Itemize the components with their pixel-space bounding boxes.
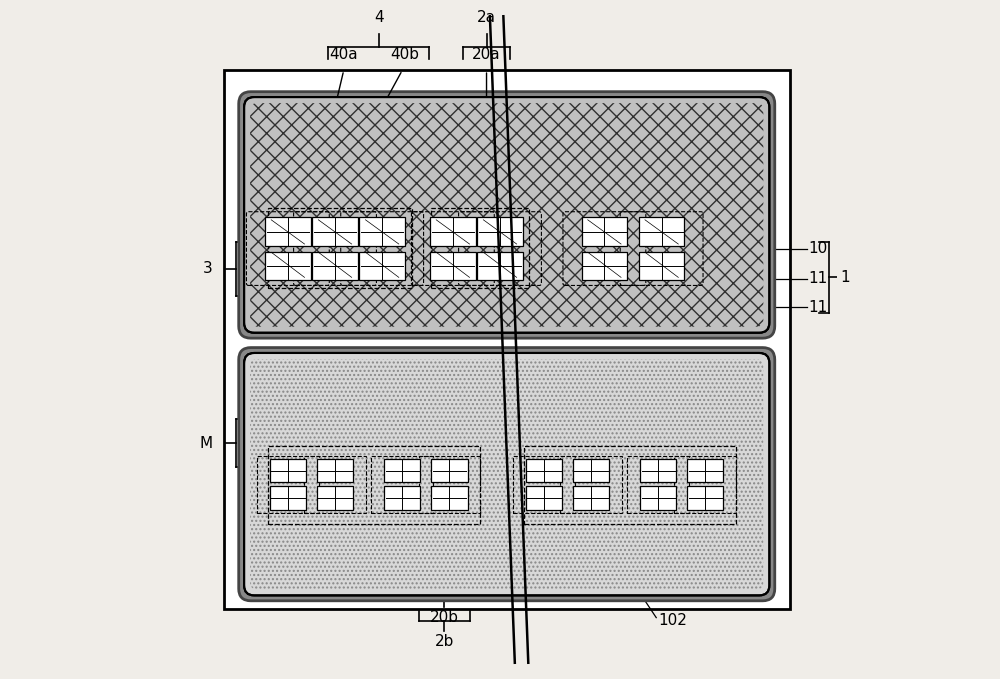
Text: 3: 3	[203, 261, 212, 276]
Bar	[431, 486, 468, 509]
Text: 40a: 40a	[329, 47, 358, 62]
FancyBboxPatch shape	[239, 348, 775, 601]
Bar	[513, 456, 575, 513]
FancyBboxPatch shape	[239, 92, 775, 338]
Bar	[359, 217, 405, 246]
Bar	[384, 486, 420, 509]
Text: 11: 11	[808, 272, 828, 287]
Text: 4: 4	[374, 10, 384, 25]
Bar	[431, 459, 468, 482]
Bar	[419, 456, 480, 513]
Text: 30: 30	[241, 234, 261, 249]
Bar	[640, 486, 676, 509]
Bar	[477, 217, 523, 246]
Bar	[560, 456, 622, 513]
Text: 20a: 20a	[472, 47, 501, 62]
Bar	[224, 70, 790, 609]
Bar	[304, 456, 366, 513]
Bar	[270, 486, 306, 509]
Bar	[582, 217, 627, 246]
Bar	[582, 252, 627, 280]
Bar	[627, 456, 689, 513]
Text: 2b: 2b	[435, 634, 454, 650]
Text: 2a: 2a	[477, 10, 496, 25]
Bar	[687, 459, 723, 482]
Text: 11: 11	[808, 299, 828, 314]
Text: 20b: 20b	[430, 610, 459, 625]
Bar	[639, 217, 684, 246]
FancyBboxPatch shape	[250, 103, 763, 327]
Bar	[359, 252, 405, 280]
FancyBboxPatch shape	[244, 97, 769, 333]
Bar	[674, 456, 736, 513]
Text: 30: 30	[241, 272, 261, 287]
Bar	[265, 252, 311, 280]
FancyBboxPatch shape	[250, 359, 763, 589]
Bar	[687, 486, 723, 509]
Bar	[640, 459, 676, 482]
Text: 1: 1	[841, 270, 850, 285]
Bar	[524, 446, 736, 524]
Text: 10: 10	[808, 241, 828, 256]
Text: 102: 102	[658, 614, 687, 629]
Text: N1: N1	[241, 414, 262, 429]
Bar	[270, 459, 306, 482]
Text: N2: N2	[241, 456, 262, 472]
Bar	[477, 252, 523, 280]
Bar	[431, 208, 529, 288]
Bar	[430, 252, 476, 280]
Bar	[312, 217, 358, 246]
Bar	[371, 456, 433, 513]
Bar	[526, 486, 562, 509]
Bar	[317, 486, 353, 509]
Bar	[430, 217, 476, 246]
Bar	[573, 459, 609, 482]
Bar	[573, 486, 609, 509]
Bar	[265, 217, 311, 246]
Bar	[312, 252, 358, 280]
Bar	[257, 456, 319, 513]
Bar	[639, 252, 684, 280]
Text: M: M	[199, 436, 212, 451]
Bar	[268, 208, 412, 288]
Bar	[384, 459, 420, 482]
Bar	[268, 446, 480, 524]
FancyBboxPatch shape	[244, 353, 769, 595]
Text: 40b: 40b	[390, 47, 419, 62]
Bar	[317, 459, 353, 482]
Bar	[526, 459, 562, 482]
